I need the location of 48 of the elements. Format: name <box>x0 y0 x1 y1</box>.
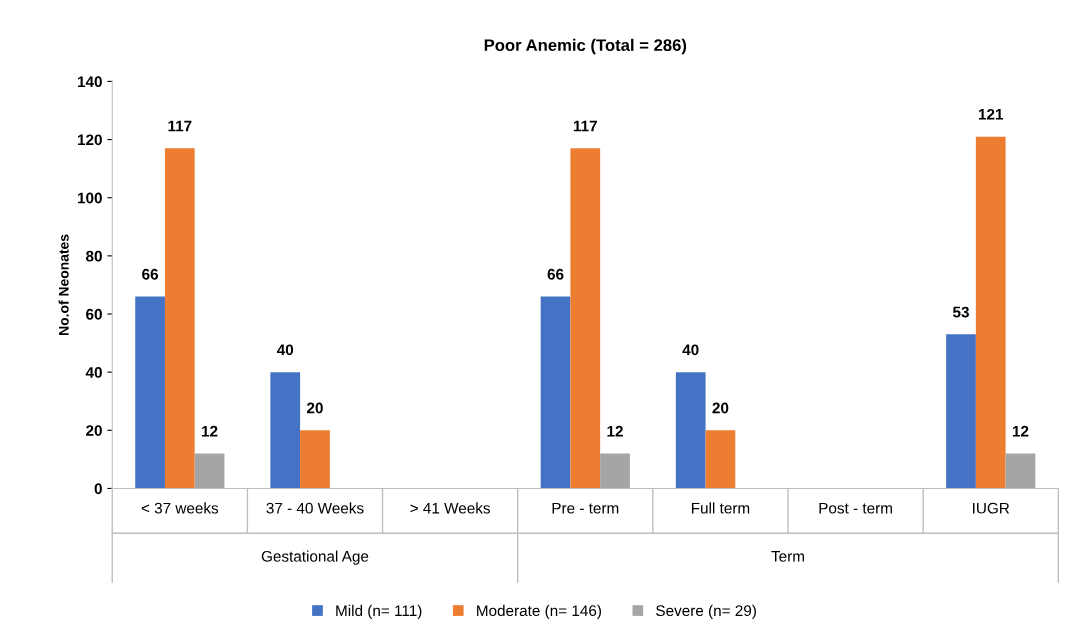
y-tick-label: 140 <box>78 76 102 88</box>
y-tick-label: 40 <box>85 367 102 378</box>
bar <box>194 453 225 489</box>
x-tick-label: Post - term <box>819 502 892 514</box>
y-tick-label: 80 <box>86 250 102 262</box>
data-label: 12 <box>607 425 623 437</box>
bar <box>946 334 976 489</box>
bar <box>135 296 165 489</box>
bar <box>1005 453 1036 489</box>
y-tick-label: 60 <box>86 308 102 320</box>
y-tick-label: 120 <box>78 134 102 146</box>
text: Gestational Age <box>261 550 369 565</box>
data-label: 117 <box>168 120 192 132</box>
data-label: 66 <box>547 268 564 280</box>
bar <box>300 430 330 489</box>
legend-label: Moderate (n= 146) <box>477 604 601 620</box>
data-label: 40 <box>682 344 699 356</box>
data-label: 40 <box>276 344 294 356</box>
x-tick-label: < 37 weeks <box>141 502 219 514</box>
y-tick-label: 0 <box>94 483 102 495</box>
data-label: 20 <box>307 402 323 414</box>
y-tick-label: 20 <box>86 425 102 436</box>
data-label: 53 <box>952 306 969 318</box>
bar <box>600 453 630 489</box>
bar <box>270 372 301 489</box>
x-tick-label: IUGR <box>973 502 1010 514</box>
text: Term <box>771 551 804 562</box>
legend-label: Severe (n= 29) <box>656 604 756 620</box>
x-tick-label: Full term <box>691 502 750 514</box>
x-tick-label: 37 - 40 Weeks <box>266 502 364 514</box>
bar <box>675 372 706 489</box>
bar <box>975 136 1006 489</box>
data-label: 12 <box>202 425 218 437</box>
y-axis-title: No.of Neonates <box>58 234 69 335</box>
bar <box>570 148 601 489</box>
bar <box>540 296 571 489</box>
data-label: 20 <box>712 402 729 414</box>
x-tick-label: > 41 Weeks <box>410 502 490 514</box>
legend-label: Mild (n= 111) <box>336 604 422 620</box>
data-label: 66 <box>142 268 159 280</box>
data-label: 121 <box>978 108 1004 120</box>
data-label: 12 <box>1012 425 1029 437</box>
bar <box>164 148 195 489</box>
y-tick-label: 100 <box>78 192 102 204</box>
data-label: 117 <box>573 120 597 132</box>
bar <box>705 430 736 489</box>
x-tick-label: Pre - term <box>552 502 619 514</box>
chart-title: Poor Anemic (Total = 286) <box>484 38 687 55</box>
